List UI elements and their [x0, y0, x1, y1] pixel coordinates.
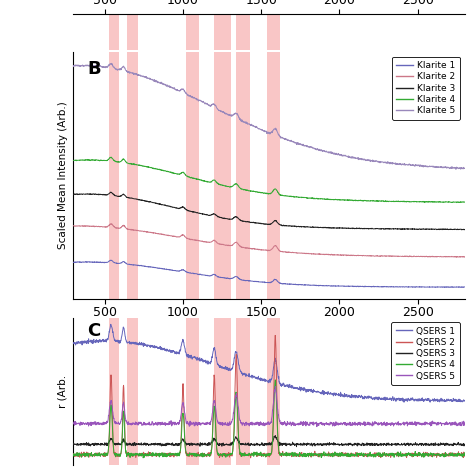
Bar: [186, 318, 199, 465]
Legend: QSERS 1, QSERS 2, QSERS 3, QSERS 4, QSERS 5: QSERS 1, QSERS 2, QSERS 3, QSERS 4, QSER…: [391, 322, 460, 385]
Bar: [214, 52, 231, 299]
Y-axis label: r (Arb.: r (Arb.: [58, 374, 68, 408]
Bar: [236, 318, 250, 465]
Bar: [214, 318, 231, 465]
Bar: [127, 318, 137, 465]
Text: C: C: [87, 322, 100, 340]
Bar: [186, 14, 199, 50]
Bar: [127, 52, 137, 299]
Bar: [267, 14, 280, 50]
Bar: [127, 14, 137, 50]
Bar: [186, 52, 199, 299]
Legend: Klarite 1, Klarite 2, Klarite 3, Klarite 4, Klarite 5: Klarite 1, Klarite 2, Klarite 3, Klarite…: [392, 57, 460, 120]
Bar: [267, 318, 280, 465]
Bar: [109, 52, 119, 299]
Y-axis label: Scaled Mean Intensity (Arb.): Scaled Mean Intensity (Arb.): [58, 101, 68, 249]
Text: B: B: [87, 60, 101, 78]
Bar: [236, 14, 250, 50]
Bar: [109, 318, 119, 465]
Bar: [236, 52, 250, 299]
Bar: [267, 52, 280, 299]
Bar: [214, 14, 231, 50]
Bar: [109, 14, 119, 50]
